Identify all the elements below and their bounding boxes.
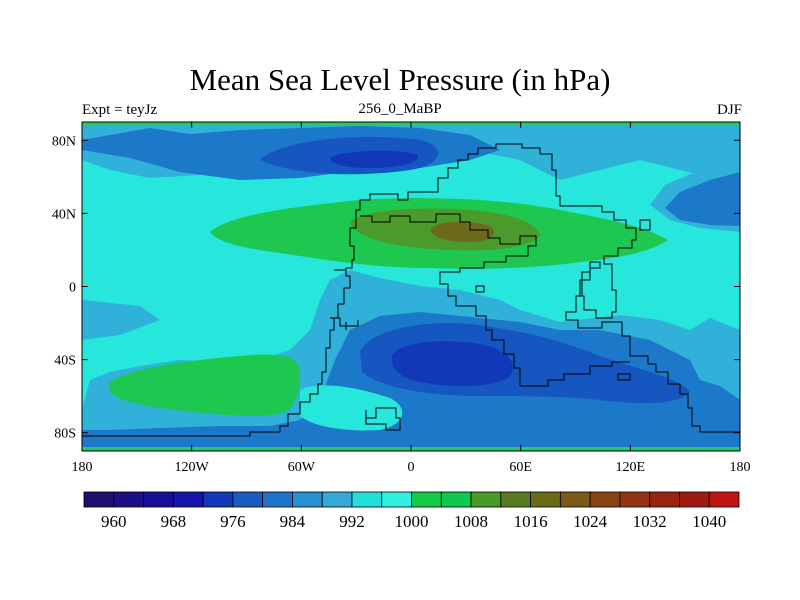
colorbar-swatch [172,491,204,508]
colorbar-label: 1008 [454,512,488,531]
season-label: DJF [716,102,742,118]
colorbar-swatch [292,491,323,508]
x-tick-label: 0 [408,460,415,475]
colorbar-swatch [83,491,115,508]
colorbar-swatch [589,491,621,508]
colorbar-label: 1032 [633,512,667,531]
colorbar: 960 968 976 984 992 1000 1008 1016 1024 1032 1040 [83,491,740,531]
colorbar-swatch [649,491,680,508]
colorbar-swatch [411,491,442,508]
x-tick-label: 120W [175,460,210,475]
colorbar-swatch [232,491,264,508]
colorbar-swatch [530,491,561,508]
colorbar-swatch [708,491,740,508]
axis-tick-labels: 180 120W 60W 0 60E 120E 180 80N 40N 0 40S 80S [52,134,751,475]
colorbar-label: 1016 [514,512,548,531]
colorbar-swatch [381,491,412,508]
colorbar-label: 960 [101,512,127,531]
field-region-south-core-low [391,341,513,387]
colorbar-swatch [262,491,293,508]
colorbar-swatch [351,491,383,508]
colorbar-label: 992 [339,512,365,531]
chart-title: Mean Sea Level Pressure (in hPa) [189,62,611,97]
x-tick-label: 60W [288,460,316,475]
colorbar-swatch [113,491,144,508]
y-tick-label: 40N [52,207,76,222]
y-tick-label: 80N [52,134,76,149]
colorbar-swatch [202,491,234,508]
colorbar-swatch [559,491,591,508]
time-label: 256_0_MaBP [358,101,442,117]
continent-coastline-inner-south [330,219,651,431]
colorbar-label: 984 [280,512,306,531]
axis-ticks [81,122,741,451]
field-region-east-low [665,172,740,226]
colorbar-label: 1024 [573,512,608,531]
colorbar-label: 1000 [395,512,429,531]
colorbar-label: 976 [220,512,246,531]
colorbar-swatch [470,491,502,508]
colorbar-swatch [500,491,531,508]
x-tick-label: 180 [730,460,751,475]
colorbar-swatch [440,491,472,508]
colorbar-swatch [619,491,651,508]
y-tick-label: 40S [54,354,76,369]
continent-coastline [82,143,740,437]
colorbar-swatch [321,491,353,508]
field-region-south-high [108,354,300,416]
colorbar-swatch [679,491,710,508]
x-tick-label: 60E [509,460,532,475]
field-region-north-core-low [330,150,419,168]
continent-coastline-inner-north [360,213,630,387]
field-region-equatorial-light-blue [82,300,160,340]
pressure-field [82,122,740,451]
x-tick-label: 180 [72,460,93,475]
y-tick-label: 0 [69,281,76,296]
y-tick-label: 80S [54,427,76,442]
x-tick-label: 120E [616,460,646,475]
colorbar-label: 968 [161,512,187,531]
field-region-south-cyan-patch [300,385,403,431]
field-region-north-high-core [430,221,494,242]
colorbar-label: 1040 [692,512,726,531]
colorbar-swatch [143,491,174,508]
experiment-label: Expt = teyJz [82,102,158,118]
